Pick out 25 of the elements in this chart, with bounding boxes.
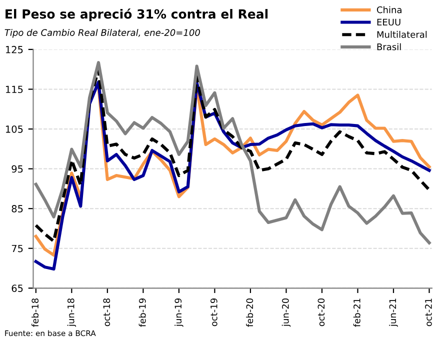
y-tick-label: 125 xyxy=(6,46,23,54)
y-tick-label: 115 xyxy=(6,86,23,94)
y-tick-label: 105 xyxy=(6,125,23,133)
legend-label: EEUU xyxy=(377,18,400,26)
legend-label: China xyxy=(376,6,402,14)
y-tick-label: 95 xyxy=(12,165,23,173)
chart-title: El Peso se apreció 31% contra el Real xyxy=(6,8,268,22)
y-tick-label: 65 xyxy=(12,284,23,292)
legend-label: Multilateral xyxy=(377,30,427,38)
chart-subtitle: Tipo de Cambio Real Bilateral, ene-20=100 xyxy=(4,28,200,38)
y-tick-label: 75 xyxy=(12,244,23,252)
x-tick-label: jun-18 xyxy=(67,298,76,327)
x-tick-label: jun-20 xyxy=(282,298,291,327)
y-tick-label: 85 xyxy=(12,205,23,212)
x-tick-label: jun-19 xyxy=(174,298,184,327)
x-tick-label: feb-21 xyxy=(353,298,360,327)
legend-label: Brasil xyxy=(377,43,401,50)
x-tick-label: feb-19 xyxy=(138,298,146,327)
x-tick-label: oct-18 xyxy=(103,298,110,326)
x-tick-label: oct-19 xyxy=(210,298,218,326)
x-tick-label: feb-20 xyxy=(246,298,254,327)
x-tick-label: feb-18 xyxy=(32,298,39,327)
x-tick-label: oct-20 xyxy=(318,298,325,326)
x-tick-label: oct-21 xyxy=(425,298,432,326)
x-tick-label: jun-21 xyxy=(389,298,398,327)
